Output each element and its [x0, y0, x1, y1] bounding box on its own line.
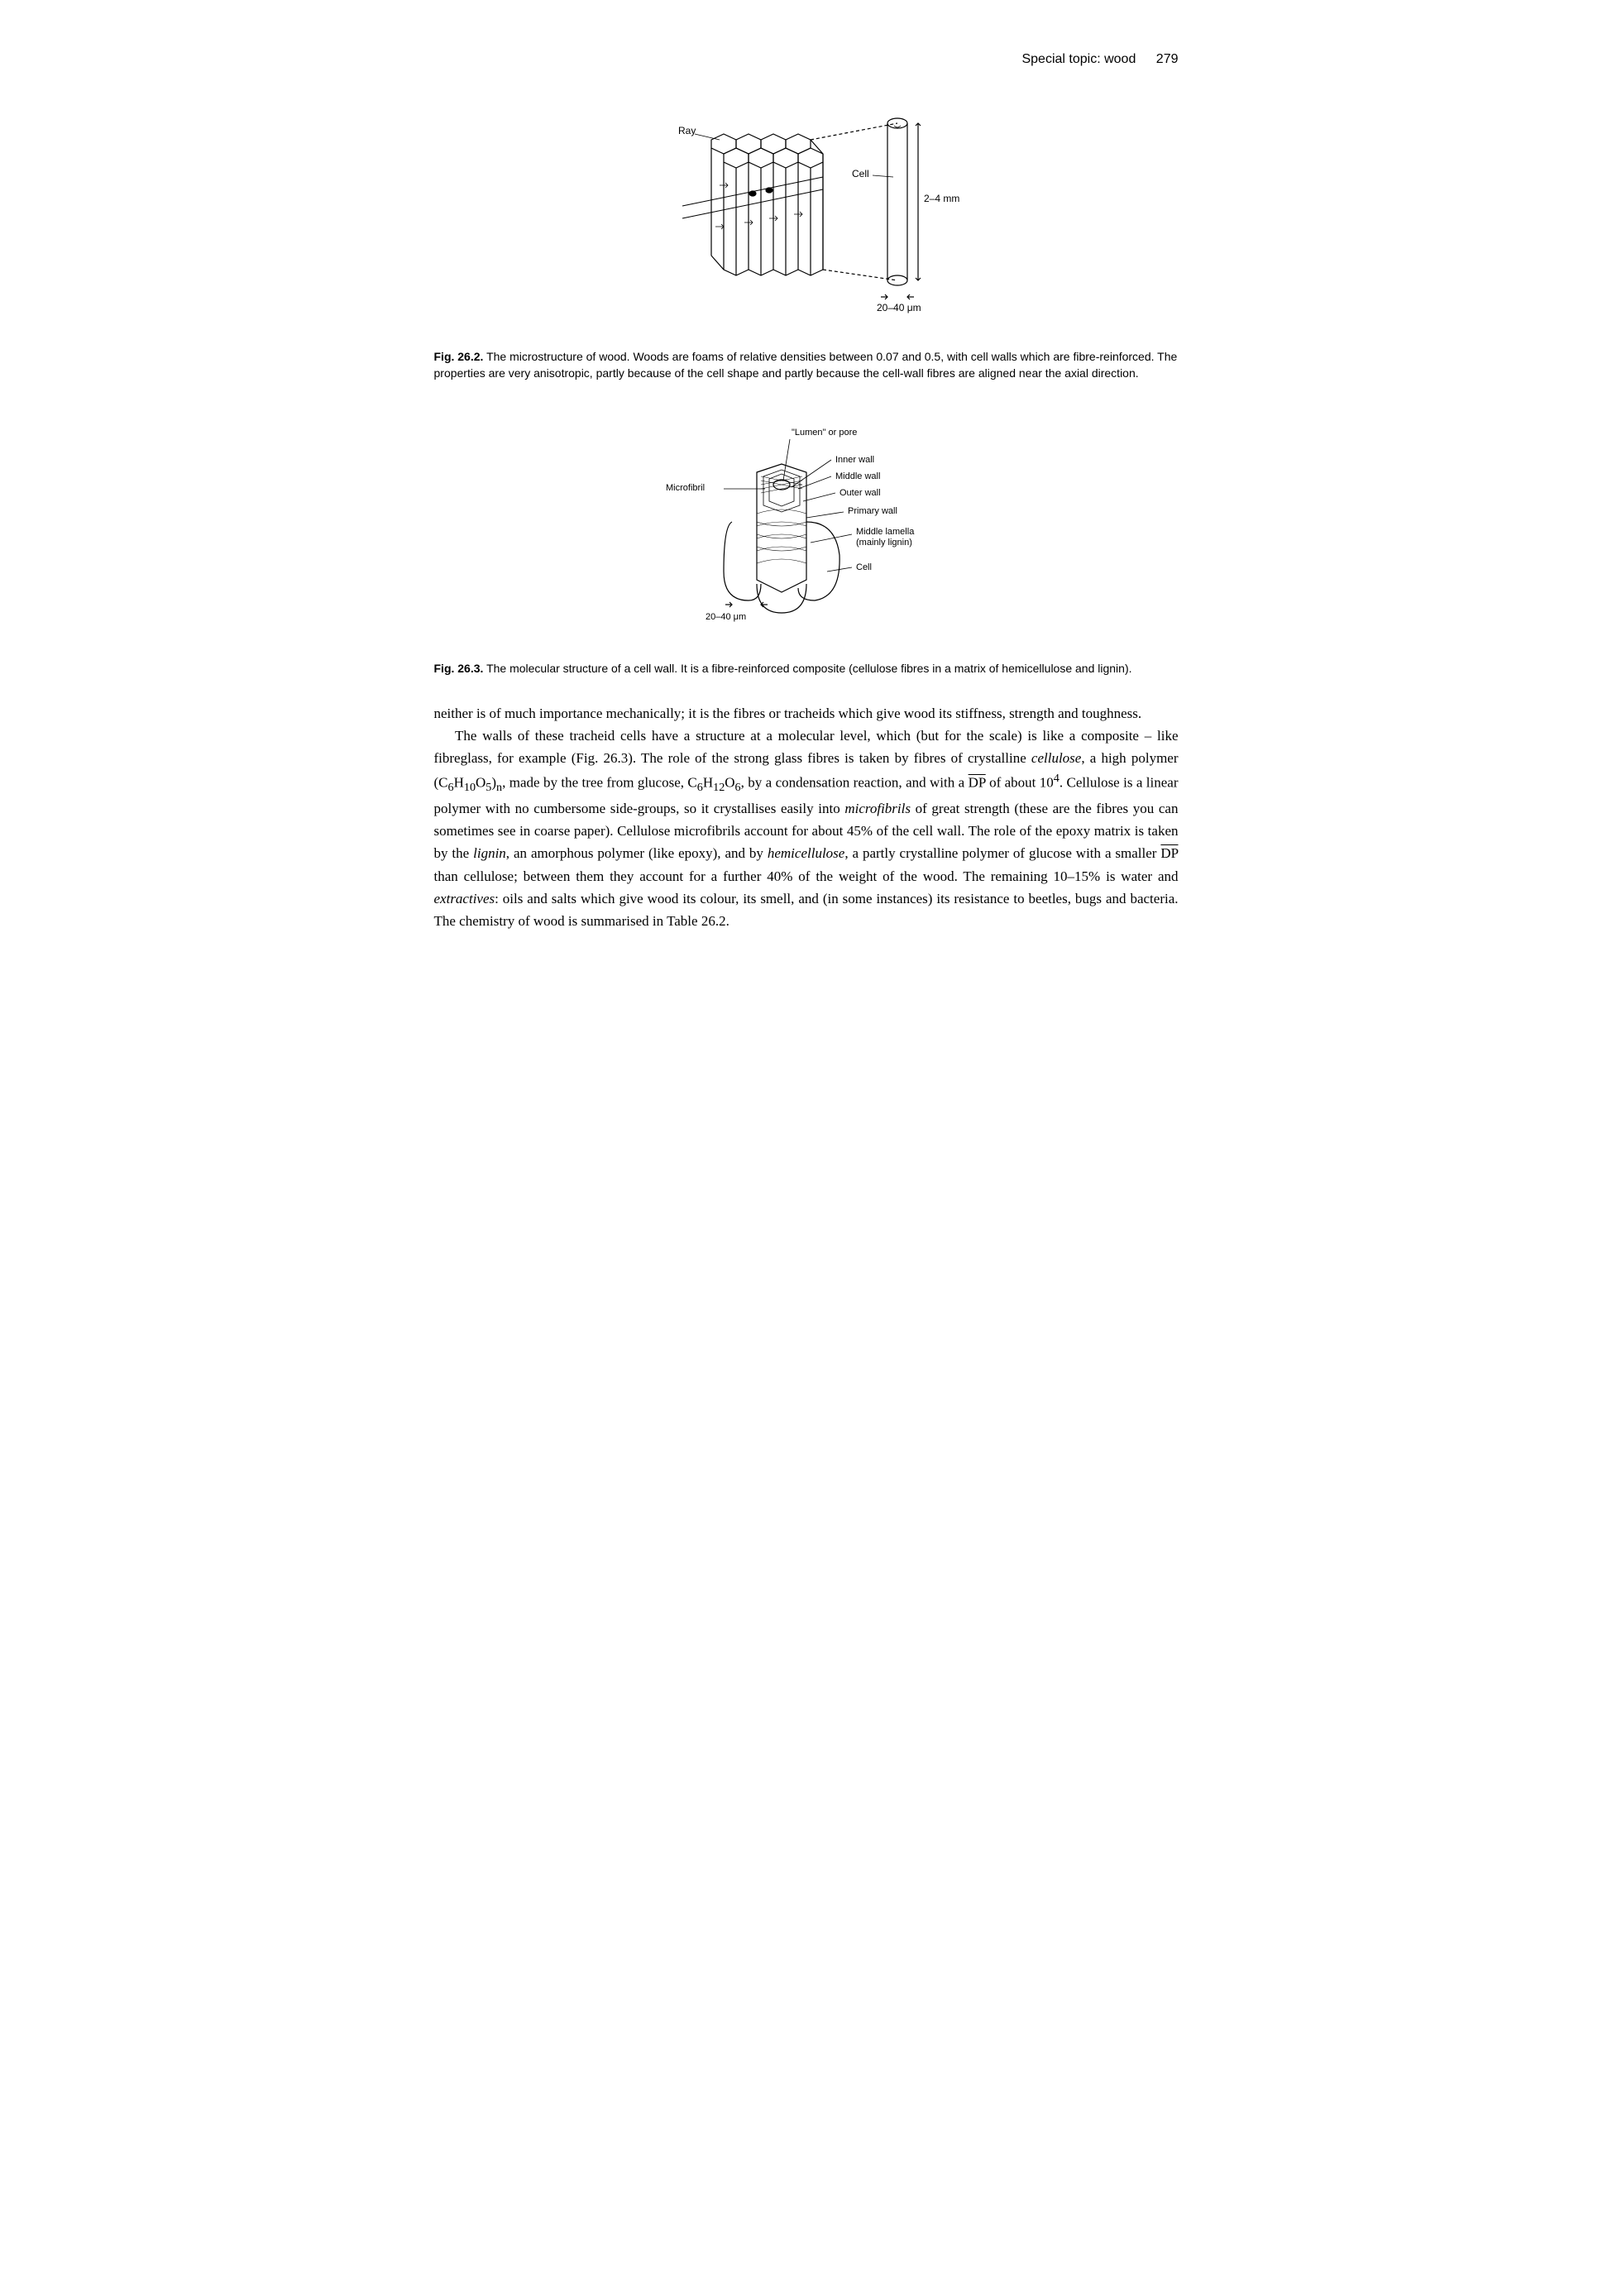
fig263-caption-text: The molecular structure of a cell wall. … — [486, 662, 1131, 675]
fig263-caption-label: Fig. 26.3. — [434, 662, 484, 675]
fig263-label-primarywall: Primary wall — [848, 506, 897, 516]
body-text: neither is of much importance mechanical… — [434, 702, 1179, 932]
figure-263-svg: "Lumen" or pore Inner wall Microfibril M… — [649, 406, 964, 638]
figure-262-svg: Ray Cell 2–4 mm 20–40 μm — [633, 94, 980, 326]
page-header: Special topic: wood 279 — [434, 50, 1179, 69]
fig263-label-microfibril: Microfibril — [666, 483, 705, 493]
fig263-label-middlewall: Middle wall — [835, 471, 880, 481]
fig263-dim-width: 20–40 μm — [706, 612, 746, 622]
topic-title: Special topic: wood — [1021, 52, 1136, 66]
fig262-label-ray: Ray — [678, 125, 696, 136]
figure-263-container: "Lumen" or pore Inner wall Microfibril M… — [434, 406, 1179, 644]
fig263-label-outerwall: Outer wall — [839, 488, 881, 498]
page-number: 279 — [1156, 52, 1179, 66]
fig263-label-cell: Cell — [856, 562, 872, 572]
fig262-dim-width: 20–40 μm — [877, 302, 921, 313]
paragraph-1: neither is of much importance mechanical… — [434, 702, 1179, 725]
figure-262-caption: Fig. 26.2. The microstructure of wood. W… — [434, 349, 1179, 381]
fig263-label-lumen: "Lumen" or pore — [792, 428, 857, 438]
paragraph-2: The walls of these tracheid cells have a… — [434, 725, 1179, 932]
fig263-label-middlelamella: Middle lamella — [856, 527, 915, 537]
figure-263-caption: Fig. 26.3. The molecular structure of a … — [434, 661, 1179, 677]
fig262-label-cell: Cell — [852, 168, 869, 179]
fig262-caption-label: Fig. 26.2. — [434, 350, 484, 363]
figure-262-container: Ray Cell 2–4 mm 20–40 μm — [434, 94, 1179, 332]
fig262-caption-text: The microstructure of wood. Woods are fo… — [434, 350, 1178, 380]
fig263-label-innerwall: Inner wall — [835, 455, 874, 465]
fig263-label-middlelamella-sub: (mainly lignin) — [856, 538, 912, 548]
fig262-dim-height: 2–4 mm — [924, 193, 959, 204]
